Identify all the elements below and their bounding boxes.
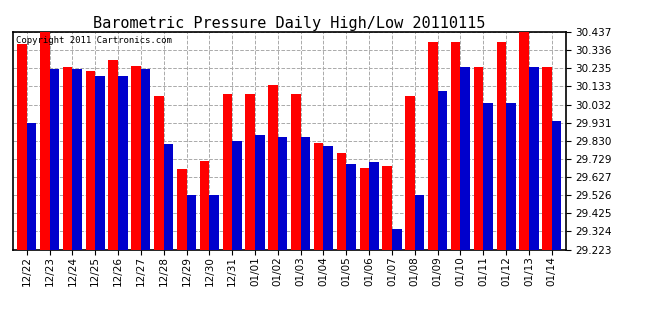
Bar	[40, 31, 49, 250]
Bar	[497, 42, 506, 250]
Bar	[460, 67, 470, 250]
Bar	[474, 67, 484, 250]
Bar	[324, 146, 333, 250]
Bar	[232, 141, 242, 250]
Bar	[118, 76, 127, 250]
Bar	[484, 103, 493, 250]
Bar	[49, 69, 59, 250]
Bar	[246, 94, 255, 250]
Bar	[359, 168, 369, 250]
Bar	[291, 94, 301, 250]
Bar	[451, 42, 460, 250]
Bar	[369, 162, 379, 250]
Bar	[428, 42, 437, 250]
Bar	[86, 71, 95, 250]
Bar	[255, 135, 265, 250]
Bar	[109, 60, 118, 250]
Bar	[506, 103, 515, 250]
Bar	[164, 144, 174, 250]
Bar	[382, 166, 392, 250]
Bar	[177, 170, 187, 250]
Bar	[17, 44, 27, 250]
Bar	[63, 67, 72, 250]
Bar	[222, 94, 232, 250]
Bar	[542, 67, 552, 250]
Bar	[415, 195, 424, 250]
Bar	[95, 76, 105, 250]
Bar	[141, 69, 150, 250]
Text: Copyright 2011 Cartronics.com: Copyright 2011 Cartronics.com	[16, 36, 172, 45]
Bar	[529, 67, 539, 250]
Bar	[301, 137, 310, 250]
Bar	[187, 195, 196, 250]
Bar	[392, 228, 402, 250]
Bar	[337, 153, 346, 250]
Bar	[314, 143, 324, 250]
Title: Barometric Pressure Daily High/Low 20110115: Barometric Pressure Daily High/Low 20110…	[93, 16, 486, 31]
Bar	[27, 123, 36, 250]
Bar	[405, 96, 415, 250]
Bar	[437, 91, 447, 250]
Bar	[200, 161, 209, 250]
Bar	[552, 121, 562, 250]
Bar	[72, 69, 82, 250]
Bar	[209, 195, 219, 250]
Bar	[278, 137, 287, 250]
Bar	[346, 164, 356, 250]
Bar	[268, 85, 278, 250]
Bar	[131, 66, 141, 250]
Bar	[154, 96, 164, 250]
Bar	[519, 31, 529, 250]
